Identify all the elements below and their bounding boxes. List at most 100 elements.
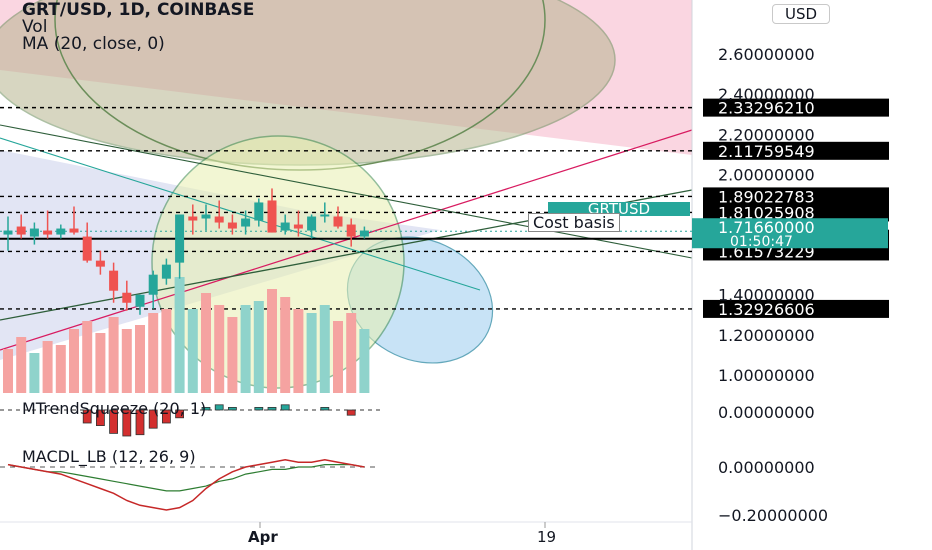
candle-body xyxy=(3,230,13,235)
volume-bar xyxy=(135,325,145,393)
volume-bar xyxy=(240,305,251,393)
candle-body xyxy=(346,224,356,237)
squeeze-bar xyxy=(320,406,330,411)
y-tick-label: 2.40000000 xyxy=(718,85,815,104)
squeeze-bar xyxy=(227,406,237,411)
volume-bar xyxy=(333,321,343,393)
volume-bar xyxy=(280,297,291,393)
green-trendline-2 xyxy=(0,124,693,259)
candle-body xyxy=(188,216,198,221)
volume-bar xyxy=(55,345,66,393)
squeeze-zero-label: 0.00000000 xyxy=(718,403,815,422)
candle-body xyxy=(175,214,185,263)
x-tick-label: 19 xyxy=(537,528,556,546)
symbol-price-tag: GRTUSD xyxy=(548,202,690,217)
volume-bar xyxy=(227,317,238,393)
candle-body xyxy=(214,216,224,223)
y-tick-label: 2.60000000 xyxy=(718,45,815,64)
squeeze-bar xyxy=(267,406,277,411)
volume-bar xyxy=(29,353,40,393)
volume-bar xyxy=(174,277,185,393)
volume-bar xyxy=(359,329,370,393)
y-tick-label: 2.00000000 xyxy=(718,165,815,184)
volume-bar xyxy=(253,301,264,393)
candle-body xyxy=(320,214,330,217)
volume-bar xyxy=(306,313,317,393)
y-tick-label: 1.20000000 xyxy=(718,326,815,345)
candle-body xyxy=(359,230,369,237)
volume-legend[interactable]: Vol xyxy=(22,17,48,37)
price-level-label: 2.11759549 xyxy=(718,142,815,161)
squeeze-bar xyxy=(214,404,224,411)
price-level-tag xyxy=(703,203,889,222)
y-tick-label: 2.20000000 xyxy=(718,125,815,144)
volume-bar xyxy=(95,333,106,393)
squeeze-bar xyxy=(346,409,356,416)
macd-tick-label: 0.00000000 xyxy=(718,458,815,477)
x-tick-label: Apr xyxy=(248,528,278,546)
candle-body xyxy=(43,230,53,235)
currency-button[interactable]: USD xyxy=(772,4,830,24)
macd-signal-line xyxy=(7,464,365,492)
y-tick-label: 1.40000000 xyxy=(718,286,815,305)
squeeze-bar xyxy=(161,409,171,424)
squeeze-bar xyxy=(254,406,264,411)
candle-body xyxy=(16,226,26,235)
candle-body xyxy=(122,292,132,303)
countdown-label: 01:50:47 xyxy=(730,234,793,250)
macd-tick-label: −0.20000000 xyxy=(718,506,828,525)
price-level-label: 1.89022783 xyxy=(718,187,815,206)
volume-bar xyxy=(267,289,277,393)
volume-bar xyxy=(69,329,79,393)
cost-basis-label: Cost basis xyxy=(528,213,620,232)
candle-body xyxy=(254,202,264,221)
macd-line xyxy=(7,459,365,511)
volume-bar xyxy=(3,349,13,393)
squeeze-bar xyxy=(109,409,118,434)
candle-body xyxy=(109,270,119,291)
current-price-label: 1.71660000 xyxy=(718,218,815,237)
price-level-label: 2.33296210 xyxy=(718,99,815,118)
candle-body xyxy=(293,224,303,229)
price-level-label: 1.81025908 xyxy=(718,203,815,222)
red-trendline xyxy=(0,129,693,351)
price-level-label: 1.32926606 xyxy=(718,300,815,319)
volume-bar xyxy=(346,313,357,393)
candle-body xyxy=(82,236,92,261)
candle-body xyxy=(95,260,105,267)
squeeze-bar xyxy=(82,409,92,424)
squeeze-bar xyxy=(175,409,185,419)
volume-bar xyxy=(161,309,172,393)
ma-legend[interactable]: MA (20, close, 0) xyxy=(22,34,165,54)
volume-bar xyxy=(293,309,304,393)
candle-body xyxy=(148,274,158,295)
symbol-title[interactable]: GRT/USD, 1D, COINBASE xyxy=(22,0,255,20)
squeeze-legend: MTrendSqueeze (20, 1) xyxy=(22,399,206,418)
volume-bar xyxy=(42,341,53,393)
candle-body xyxy=(267,200,277,233)
volume-bar xyxy=(82,321,93,393)
volume-bar xyxy=(108,317,119,393)
price-level-tag xyxy=(703,141,889,160)
squeeze-bar xyxy=(148,409,158,429)
candle-body xyxy=(135,294,145,307)
volume-bar xyxy=(319,305,330,393)
squeeze-bar xyxy=(122,409,132,437)
macd-legend: MACDL_LB (12, 26, 9) xyxy=(22,447,196,467)
candle-body xyxy=(29,228,39,237)
candle-body xyxy=(201,214,211,219)
price-level-tag xyxy=(703,98,889,117)
teal-trendline xyxy=(0,137,481,291)
squeeze-bar xyxy=(201,406,211,411)
volume-bar xyxy=(201,293,211,393)
volume-bar xyxy=(16,337,27,393)
y-tick-label: 1.00000000 xyxy=(718,366,815,385)
volume-bar xyxy=(214,305,225,393)
current-price-tag xyxy=(692,218,888,249)
squeeze-bar xyxy=(135,409,145,436)
chart-legend: GRT/USD, 1D, COINBASE Vol MA (20, close,… xyxy=(22,2,254,53)
volume-bar xyxy=(187,309,198,393)
price-level-tag xyxy=(703,187,889,206)
